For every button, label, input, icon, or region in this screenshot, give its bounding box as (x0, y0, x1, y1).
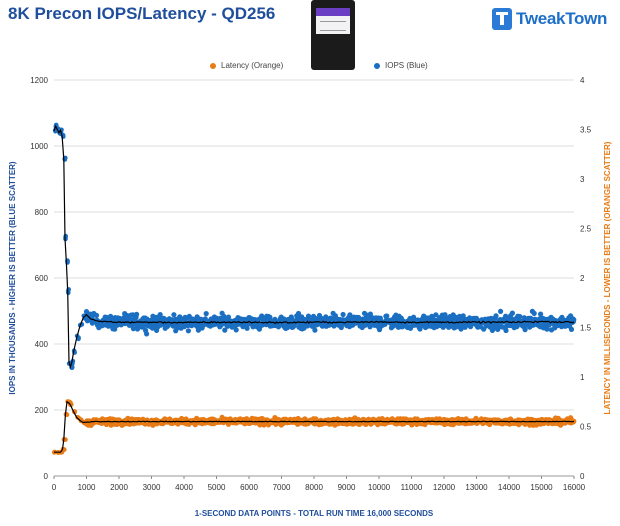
legend-latency-marker (210, 62, 216, 69)
scatter-point (233, 327, 239, 333)
x-tick-label: 12000 (433, 483, 456, 492)
x-tick-label: 3000 (143, 483, 161, 492)
logo-text: TweakTown (516, 9, 608, 28)
scatter-point (509, 310, 515, 316)
average-line-iops (53, 124, 575, 370)
y-left-tick-label: 600 (35, 274, 49, 283)
scatter-point (377, 315, 383, 321)
y-left-tick-label: 1000 (30, 142, 48, 151)
scatter-point (203, 311, 209, 317)
y-right-tick-label: 3 (580, 175, 585, 184)
scatter-point (517, 313, 523, 320)
x-tick-label: 8000 (305, 483, 323, 492)
tweaktown-logo-icon (492, 8, 512, 30)
x-tick-label: 4000 (175, 483, 193, 492)
y-right-tick-label: 0 (580, 472, 585, 481)
scatter-point (93, 312, 100, 318)
plot-area (51, 122, 577, 455)
y-right-tick-label: 2 (580, 274, 585, 283)
y-left-tick-label: 800 (35, 208, 49, 217)
scatter-point (171, 312, 177, 318)
x-tick-label: 14000 (498, 483, 521, 492)
average-line-latency (54, 400, 575, 453)
scatter-point (568, 326, 575, 332)
x-tick-label: 16000 (563, 483, 586, 492)
scatter-point (498, 308, 504, 314)
ssd-drive-image (311, 0, 355, 70)
tweaktown-logo: TweakTown (492, 8, 607, 30)
scatter-point (331, 323, 337, 329)
scatter-point (244, 325, 250, 331)
y-right-tick-label: 4 (580, 76, 585, 85)
scatter-point (433, 312, 439, 318)
legend-iops-marker (374, 62, 380, 69)
x-tick-label: 5000 (208, 483, 226, 492)
x-tick-label: 2000 (110, 483, 128, 492)
chart-title: 8K Precon IOPS/Latency - QD256 (8, 4, 276, 23)
x-tick-label: 10000 (368, 483, 391, 492)
series-latency (51, 399, 577, 455)
y-right-tick-label: 2.5 (580, 225, 592, 234)
scatter-point (63, 233, 68, 239)
scatter-point (503, 327, 509, 334)
scatter-point (267, 314, 273, 320)
y-right-tick-label: 1 (580, 373, 585, 382)
x-tick-label: 9000 (338, 483, 356, 492)
scatter-point (144, 331, 150, 337)
scatter-point (531, 310, 537, 316)
legend-iops-label: IOPS (Blue) (385, 61, 428, 70)
y-right-tick-label: 3.5 (580, 126, 592, 135)
y-right-tick-label: 0.5 (580, 423, 592, 432)
scatter-point (493, 313, 499, 319)
scatter-point (112, 326, 118, 332)
scatter-point (225, 314, 232, 320)
x-tick-label: 13000 (465, 483, 488, 492)
scatter-point (538, 311, 544, 317)
x-tick-label: 11000 (401, 483, 423, 492)
legend-latency-label: Latency (Orange) (221, 61, 284, 70)
y-axis-left-label: IOPS IN THOUSANDS - HIGHER IS BETTER (BL… (8, 161, 17, 395)
y-left-tick-label: 400 (35, 340, 49, 349)
x-tick-label: 7000 (273, 483, 291, 492)
y-right-tick-label: 1.5 (580, 324, 592, 333)
y-left-tick-label: 0 (44, 472, 49, 481)
x-tick-label: 15000 (530, 483, 553, 492)
scatter-point (514, 324, 520, 330)
scatter-point (312, 327, 318, 333)
x-tick-label: 1000 (78, 483, 96, 492)
scatter-point (544, 326, 550, 332)
scatter-point (571, 317, 577, 323)
y-axis-right-label: LATENCY IN MILLISECONDS - LOWER IS BETTE… (603, 141, 612, 414)
series-iops (53, 122, 577, 371)
scatter-point (384, 313, 390, 319)
scatter-point (295, 310, 302, 317)
x-tick-label: 0 (52, 483, 57, 492)
scatter-point (522, 327, 528, 333)
scatter-point (340, 311, 346, 318)
scatter-point (134, 311, 140, 317)
scatter-point (222, 327, 228, 333)
scatter-point (185, 328, 191, 334)
legend-latency: Latency (Orange) (210, 61, 283, 70)
y-left-tick-label: 200 (35, 406, 49, 415)
legend-iops: IOPS (Blue) (374, 61, 428, 70)
x-axis-label: 1-SECOND DATA POINTS - TOTAL RUN TIME 16… (195, 509, 434, 518)
x-tick-label: 6000 (240, 483, 258, 492)
y-left-tick-label: 1200 (30, 76, 48, 85)
